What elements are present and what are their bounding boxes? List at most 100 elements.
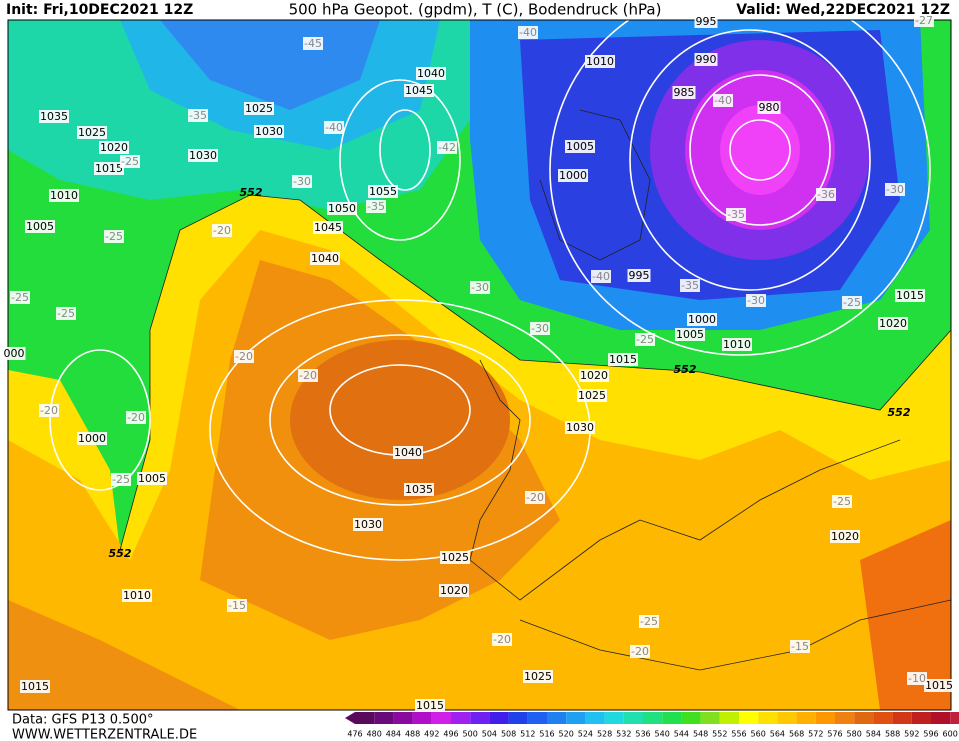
temperature-label: -40 [592, 270, 610, 283]
colorbar-label: 480 [367, 730, 382, 739]
label-box [878, 317, 908, 330]
colorbar-label: 528 [597, 730, 612, 739]
colorbar-label: 504 [482, 730, 497, 739]
colorbar-label: 476 [347, 730, 362, 739]
pressure-label: 1005 [26, 220, 54, 233]
label-box [120, 155, 140, 168]
colorbar-label: 560 [751, 730, 766, 739]
label-box [525, 491, 545, 504]
site: WWW.WETTERZENTRALE.DE [12, 728, 197, 741]
field [720, 105, 800, 195]
pressure-label: 1010 [723, 338, 751, 351]
pressure-label: 1015 [925, 679, 953, 692]
label-box [39, 404, 59, 417]
valid-time: Valid: Wed,22DEC2021 12Z [736, 2, 950, 18]
label-box [188, 109, 208, 122]
colorbar-label: 496 [443, 730, 458, 739]
label-box [558, 169, 588, 182]
label-box [404, 84, 434, 97]
pressure-label: 995 [629, 269, 650, 282]
temperature-label: -25 [833, 495, 851, 508]
label-box [672, 86, 696, 99]
pressure-label: 1015 [896, 289, 924, 302]
colorbar-swatch [777, 712, 797, 724]
pressure-label: 1045 [314, 221, 342, 234]
label-box [437, 141, 457, 154]
label-box [816, 188, 836, 201]
temperature-label: -36 [817, 188, 835, 201]
colorbar-swatch [431, 712, 451, 724]
label-box [842, 296, 862, 309]
label-box [722, 338, 752, 351]
colorbar-swatch [643, 712, 663, 724]
temperature-label: -35 [189, 109, 207, 122]
pressure-label: 1000 [688, 313, 716, 326]
colorbar-swatch [873, 712, 893, 724]
temperature-label: -25 [636, 333, 654, 346]
isobar [379, 109, 431, 191]
pressure-label: 990 [696, 53, 717, 66]
colorbar-label: 548 [693, 730, 708, 739]
pressure-label: 1000 [559, 169, 587, 182]
temperature-label: -40 [714, 94, 732, 107]
colorbar-swatch [719, 712, 739, 724]
label-box [627, 269, 651, 282]
colorbar-label: 592 [904, 730, 919, 739]
temperature-label: -25 [640, 615, 658, 628]
temperature-label: -25 [11, 291, 29, 304]
pressure-label: 1010 [50, 189, 78, 202]
colorbar-label: 512 [520, 730, 535, 739]
label-box [404, 483, 434, 496]
label-box [327, 202, 357, 215]
pressure-label: 1015 [609, 353, 637, 366]
colorbar-swatch [566, 712, 586, 724]
colorbar-swatch [911, 712, 931, 724]
temperature-label: -35 [367, 200, 385, 213]
pressure-label: 1035 [40, 110, 68, 123]
label-box [298, 369, 318, 382]
label-box [591, 270, 611, 283]
colorbar-swatch [662, 712, 682, 724]
label-box [492, 633, 512, 646]
map-title: 500 hPa Geopot. (gpdm), T (C), Bodendruc… [289, 1, 662, 19]
colorbar-label: 600 [943, 730, 958, 739]
pressure-label: 1010 [123, 589, 151, 602]
geopotential-label: 552 [674, 363, 697, 376]
map-frame [7, 19, 952, 711]
label-box [579, 369, 609, 382]
label-box [694, 15, 718, 28]
pressure-label: 1020 [440, 584, 468, 597]
colorbar-swatch [931, 712, 951, 724]
label-box [227, 599, 247, 612]
temperature-label: -25 [57, 307, 75, 320]
colorbar-swatch [758, 712, 778, 724]
colorbar-swatch [950, 712, 959, 724]
pressure-label: 1030 [566, 421, 594, 434]
field [8, 600, 240, 710]
pressure-label: 1025 [578, 389, 606, 402]
label-box [790, 640, 810, 653]
label-box [895, 289, 925, 302]
pressure-label: 1020 [100, 141, 128, 154]
colorbar-label: 500 [463, 730, 478, 739]
colorbar-label: 540 [655, 730, 670, 739]
colorbar-label: 492 [424, 730, 439, 739]
label-box [639, 615, 659, 628]
colorbar-label: 516 [539, 730, 554, 739]
field [290, 340, 510, 500]
colorbar-label: 484 [386, 730, 401, 739]
colorbar-swatch [527, 712, 547, 724]
pressure-label: 1020 [879, 317, 907, 330]
label-box [56, 307, 76, 320]
pressure-label: 1030 [354, 518, 382, 531]
pressure-label: 1040 [311, 252, 339, 265]
colorbar-arrow [345, 712, 355, 724]
temperature-label: -10 [908, 672, 926, 685]
isobar [549, 20, 931, 356]
label-box [313, 221, 343, 234]
label-box [687, 313, 717, 326]
label-box [914, 14, 934, 27]
colorbar-label: 556 [731, 730, 746, 739]
colorbar: 476 480 484 488 492 496 500 504 508 512 516 520 524 5… [345, 712, 959, 739]
label-box [303, 37, 323, 50]
